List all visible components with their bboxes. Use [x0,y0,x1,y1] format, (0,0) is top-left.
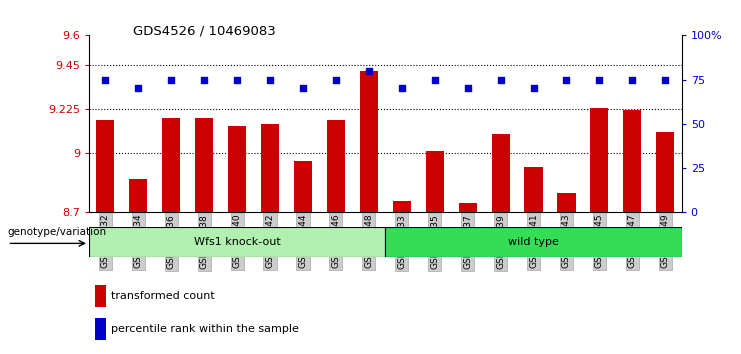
Bar [385,227,682,257]
Bar [425,152,444,212]
Bar [327,120,345,212]
Bar [162,118,180,212]
Bar [195,118,213,212]
Bar [525,167,542,212]
Bar [96,120,114,212]
Bar [89,227,385,257]
Point [264,77,276,82]
Bar [360,71,378,212]
Point [594,77,605,82]
Point [297,86,309,91]
Bar [591,108,608,212]
Bar [657,132,674,212]
Bar [623,110,642,212]
Point [330,77,342,82]
Point [462,86,473,91]
Text: wild type: wild type [508,236,559,247]
Point [560,77,572,82]
Point [659,77,671,82]
Text: genotype/variation: genotype/variation [7,227,107,237]
Point [363,68,375,74]
Bar [261,124,279,212]
Point [99,77,111,82]
Bar [491,134,510,212]
Text: percentile rank within the sample: percentile rank within the sample [111,324,299,334]
Bar [95,285,105,307]
Point [528,86,539,91]
Bar [557,193,576,212]
Point [165,77,177,82]
Text: GDS4526 / 10469083: GDS4526 / 10469083 [133,25,276,38]
Bar [294,161,312,212]
Bar [95,318,105,340]
Point [231,77,243,82]
Point [396,86,408,91]
Text: transformed count: transformed count [111,291,215,301]
Bar [459,202,476,212]
Point [626,77,638,82]
Point [133,86,144,91]
Bar [129,179,147,212]
Bar [393,201,411,212]
Point [199,77,210,82]
Point [495,77,507,82]
Text: Wfs1 knock-out: Wfs1 knock-out [193,236,281,247]
Bar [228,126,246,212]
Point [429,77,441,82]
